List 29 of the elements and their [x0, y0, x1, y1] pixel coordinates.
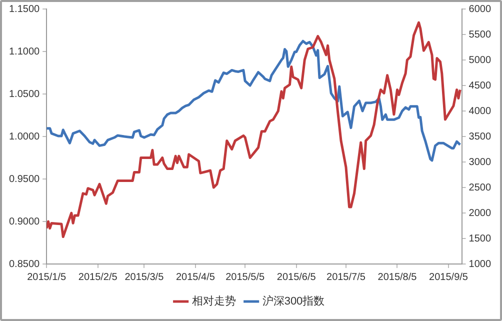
y-tick-label: 0.8500 — [8, 258, 40, 270]
y-tick-label: 1.1000 — [8, 46, 40, 58]
y2-tick-label: 2500 — [468, 182, 492, 194]
x-tick-label: 2015/4/5 — [176, 272, 216, 283]
y-tick-label: 1.0500 — [8, 88, 40, 100]
legend-label: 相对走势 — [192, 294, 236, 308]
x-tick-label: 2015/7/5 — [326, 272, 366, 283]
y2-tick-label: 4500 — [468, 80, 492, 92]
y2-tick-label: 3000 — [468, 156, 492, 168]
y2-tick-label: 5000 — [468, 54, 492, 66]
x-tick-label: 2015/6/5 — [276, 272, 316, 283]
legend-label: 沪深300指数 — [262, 294, 325, 308]
y2-tick-label: 5500 — [468, 29, 492, 40]
y2-tick-label: 3500 — [468, 131, 492, 142]
x-tick-label: 2015/5/5 — [226, 272, 265, 283]
x-tick-label: 2015/2/5 — [78, 272, 118, 283]
y-tick-label: 0.9000 — [8, 216, 40, 228]
y-tick-label: 1.0000 — [8, 131, 40, 142]
y-tick-label: 0.9500 — [8, 174, 40, 185]
y2-tick-label: 2000 — [468, 208, 492, 219]
x-tick-label: 2015/8/5 — [378, 272, 418, 283]
y2-tick-label: 6000 — [468, 4, 492, 15]
y2-tick-label: 4000 — [468, 106, 492, 117]
x-tick-label: 2015/3/5 — [124, 272, 164, 283]
y2-tick-label: 1500 — [468, 233, 492, 244]
x-tick-label: 2015/1/5 — [27, 272, 66, 283]
y2-tick-label: 1000 — [468, 258, 492, 270]
x-tick-label: 2015/9/5 — [429, 272, 468, 283]
y-tick-label: 1.1500 — [8, 4, 40, 15]
